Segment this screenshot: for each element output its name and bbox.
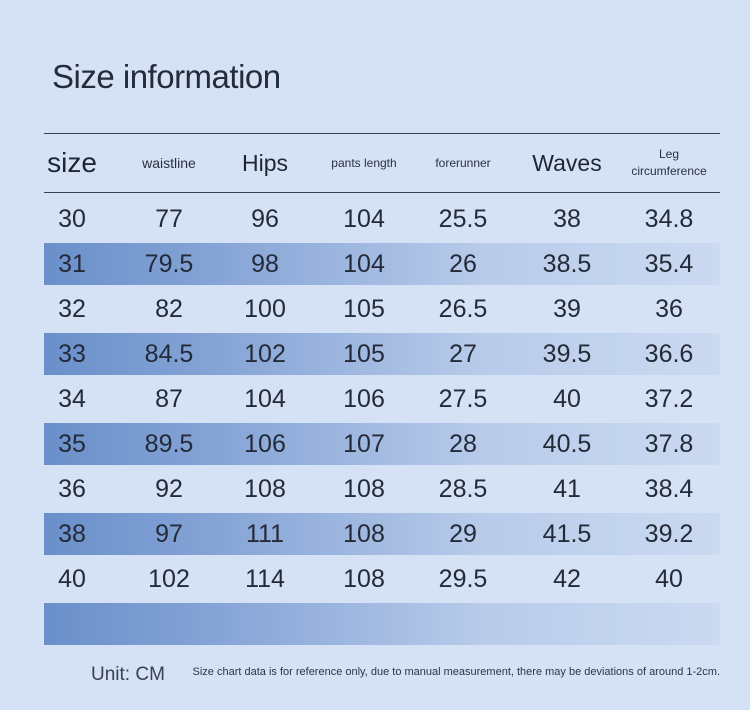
- table-row: 34 87 104 106 27.5 40 37.2: [44, 378, 720, 420]
- table-cell: 26.5: [438, 295, 488, 323]
- table-cell: 108: [343, 520, 385, 548]
- table-cell: 96: [251, 205, 279, 233]
- page-title: Size information: [52, 58, 281, 95]
- table-cell: 29.5: [438, 565, 488, 593]
- table-cell: 102: [244, 340, 286, 368]
- table-cell: 97: [155, 520, 183, 548]
- table-cell: 100: [244, 295, 286, 323]
- table-cell: 38.5: [542, 250, 592, 278]
- table-cell: 114: [245, 565, 285, 593]
- table-cell: 34.8: [644, 205, 694, 233]
- column-header: Hips: [241, 149, 289, 176]
- table-cell: 106: [343, 385, 385, 413]
- unit-label: Unit: CM: [91, 664, 165, 685]
- table-row: 38 97 111 108 29 41.5 39.2: [44, 513, 720, 555]
- table-cell: 111: [245, 520, 285, 548]
- table-cell: 108: [343, 565, 385, 593]
- table-cell: 82: [155, 295, 183, 323]
- table-cell: 40: [58, 565, 86, 593]
- table-cell: 107: [343, 430, 385, 458]
- table-cell: 40: [655, 565, 683, 593]
- table-cell: 105: [343, 340, 385, 368]
- table-cell: 30: [58, 205, 86, 233]
- table-cell: 38: [553, 205, 581, 233]
- table-cell: 41.5: [542, 520, 592, 548]
- column-header: forerunner: [435, 155, 491, 170]
- table-cell: 40.5: [542, 430, 592, 458]
- table-cell: 35: [58, 430, 86, 458]
- table-cell: 27: [449, 340, 477, 368]
- table-top-rule: [44, 133, 720, 134]
- table-cell: 42: [553, 565, 581, 593]
- table-row: 30 77 96 104 25.5 38 34.8: [44, 198, 720, 240]
- table-cell: 104: [244, 385, 286, 413]
- table-cell: 98: [251, 250, 279, 278]
- table-cell: 39.5: [542, 340, 592, 368]
- table-row: 40 102 114 108 29.5 42 40: [44, 558, 720, 600]
- table-row: 33 84.5 102 105 27 39.5 36.6: [44, 333, 720, 375]
- table-cell: 38: [58, 520, 86, 548]
- table-cell: 37.2: [644, 385, 694, 413]
- table-cell: 29: [449, 520, 477, 548]
- table-cell: 32: [58, 295, 86, 323]
- table-cell: 79.5: [144, 250, 194, 278]
- table-cell: 89.5: [144, 430, 194, 458]
- table-cell: 31: [58, 250, 86, 278]
- table-row: 32 82 100 105 26.5 39 36: [44, 288, 720, 330]
- table-cell: 104: [343, 250, 385, 278]
- table-cell: 34: [58, 385, 86, 413]
- table-cell: 33: [58, 340, 86, 368]
- table-cell: 84.5: [144, 340, 194, 368]
- table-header-rule: [44, 192, 720, 193]
- table-cell: 37.8: [644, 430, 694, 458]
- column-header: pants length: [331, 155, 397, 170]
- table-cell: 105: [343, 295, 385, 323]
- table-row: 35 89.5 106 107 28 40.5 37.8: [44, 423, 720, 465]
- table-cell: 41: [553, 475, 581, 503]
- table-cell: 104: [343, 205, 385, 233]
- table-cell: 108: [244, 475, 286, 503]
- column-header: Waves: [532, 149, 602, 176]
- column-header: size: [47, 147, 97, 178]
- table-cell: 26: [449, 250, 477, 278]
- table-cell: 106: [244, 430, 286, 458]
- table-cell: 92: [155, 475, 183, 503]
- table-cell: 108: [343, 475, 385, 503]
- table-cell: 28: [449, 430, 477, 458]
- table-cell: 27.5: [438, 385, 488, 413]
- table-cell: 36.6: [644, 340, 694, 368]
- table-header: size waistline Hips pants length forerunner W…: [44, 134, 720, 192]
- table-cell: 36: [655, 295, 683, 323]
- column-header: Leg circumference: [631, 147, 707, 178]
- table-cell: 87: [155, 385, 183, 413]
- table-cell: 36: [58, 475, 86, 503]
- table-cell: 28.5: [438, 475, 488, 503]
- table-cell: 39: [553, 295, 581, 323]
- table-row: 31 79.5 98 104 26 38.5 35.4: [44, 243, 720, 285]
- table-cell: 39.2: [644, 520, 694, 548]
- table-cell: 35.4: [644, 250, 694, 278]
- table-row: [44, 603, 720, 645]
- column-header: waistline: [142, 155, 196, 171]
- disclaimer-note: Size chart data is for reference only, d…: [192, 666, 720, 678]
- table-cell: 77: [155, 205, 183, 233]
- table-cell: 38.4: [644, 475, 694, 503]
- table-cell: 40: [553, 385, 581, 413]
- table-cell: 102: [148, 565, 190, 593]
- table-cell: 25.5: [438, 205, 488, 233]
- table-row: 36 92 108 108 28.5 41 38.4: [44, 468, 720, 510]
